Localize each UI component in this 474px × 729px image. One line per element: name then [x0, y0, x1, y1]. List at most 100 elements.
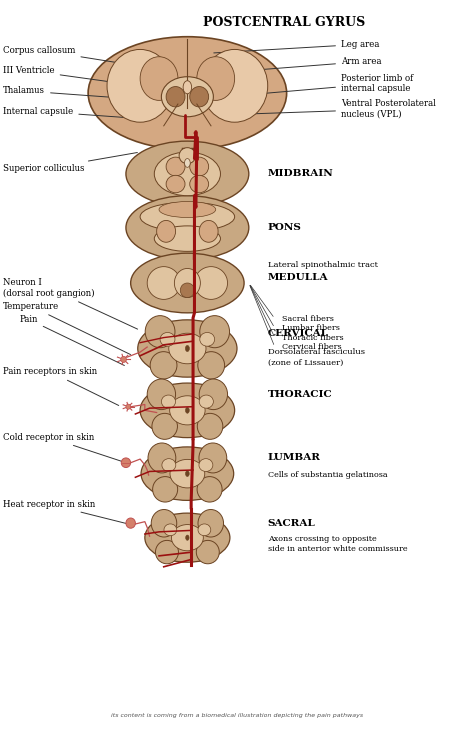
- Text: (zone of Lissauer): (zone of Lissauer): [268, 359, 343, 367]
- Ellipse shape: [140, 202, 235, 231]
- Text: Arm area: Arm area: [223, 58, 382, 72]
- Text: POSTCENTRAL GYRUS: POSTCENTRAL GYRUS: [203, 16, 365, 29]
- Ellipse shape: [140, 383, 235, 437]
- Text: Pain receptors in skin: Pain receptors in skin: [3, 367, 118, 405]
- Ellipse shape: [166, 87, 185, 107]
- Text: side in anterior white commissure: side in anterior white commissure: [268, 545, 407, 553]
- Ellipse shape: [147, 267, 180, 300]
- Text: Thoracic fibers: Thoracic fibers: [282, 334, 344, 342]
- Text: Neuron I
(dorsal root gangion): Neuron I (dorsal root gangion): [3, 278, 137, 329]
- Ellipse shape: [185, 408, 189, 413]
- Ellipse shape: [185, 346, 189, 351]
- Ellipse shape: [201, 50, 268, 122]
- Ellipse shape: [190, 157, 209, 176]
- Text: Dorsolateral fasciculus: Dorsolateral fasciculus: [268, 348, 365, 356]
- Text: LUMBAR: LUMBAR: [268, 453, 321, 462]
- Ellipse shape: [179, 148, 196, 164]
- Ellipse shape: [169, 333, 206, 364]
- Ellipse shape: [190, 87, 209, 107]
- Ellipse shape: [160, 332, 175, 346]
- Ellipse shape: [170, 396, 205, 425]
- Text: Posterior limb of
internal capsule: Posterior limb of internal capsule: [228, 74, 413, 96]
- Text: Pain: Pain: [19, 315, 124, 365]
- Text: Axons crossing to opposite: Axons crossing to opposite: [268, 535, 376, 543]
- Ellipse shape: [198, 351, 225, 379]
- Text: Temperature: Temperature: [3, 302, 130, 354]
- Ellipse shape: [200, 316, 229, 348]
- Text: SACRAL: SACRAL: [268, 518, 316, 528]
- Text: Internal capsule: Internal capsule: [3, 106, 137, 118]
- Ellipse shape: [196, 540, 219, 564]
- Ellipse shape: [156, 220, 175, 242]
- Ellipse shape: [198, 510, 224, 537]
- Text: Cells of substantia gelatinosa: Cells of substantia gelatinosa: [268, 471, 387, 479]
- Ellipse shape: [197, 57, 235, 101]
- Ellipse shape: [138, 320, 237, 377]
- Ellipse shape: [199, 395, 213, 408]
- Text: Thalamus: Thalamus: [3, 87, 152, 100]
- Text: Heat receptor in skin: Heat receptor in skin: [3, 499, 128, 524]
- Ellipse shape: [88, 36, 287, 149]
- Ellipse shape: [186, 535, 189, 540]
- Text: MIDBRAIN: MIDBRAIN: [268, 169, 334, 179]
- Ellipse shape: [148, 443, 176, 473]
- Ellipse shape: [131, 253, 244, 313]
- Ellipse shape: [190, 175, 209, 192]
- Ellipse shape: [197, 477, 222, 502]
- Text: Superior colliculus: Superior colliculus: [3, 152, 137, 174]
- Ellipse shape: [147, 379, 175, 410]
- Text: Cold receptor in skin: Cold receptor in skin: [3, 433, 123, 462]
- Ellipse shape: [155, 152, 220, 195]
- Text: Ventral Posterolateral
nucleus (VPL): Ventral Posterolateral nucleus (VPL): [223, 99, 436, 119]
- Ellipse shape: [184, 159, 190, 168]
- Ellipse shape: [151, 510, 177, 537]
- Ellipse shape: [140, 57, 178, 101]
- Ellipse shape: [180, 283, 194, 297]
- Text: Lateral spinothalmic tract: Lateral spinothalmic tract: [268, 261, 378, 269]
- Text: Sacral fibers: Sacral fibers: [282, 315, 334, 323]
- Text: Corpus callosum: Corpus callosum: [3, 46, 123, 63]
- Ellipse shape: [153, 477, 178, 502]
- Text: Lumbar fibers: Lumbar fibers: [282, 324, 340, 332]
- Ellipse shape: [164, 524, 177, 536]
- Ellipse shape: [170, 459, 205, 488]
- Ellipse shape: [107, 50, 173, 122]
- Text: MEDULLA: MEDULLA: [268, 273, 328, 281]
- Ellipse shape: [172, 525, 203, 551]
- Ellipse shape: [174, 268, 201, 297]
- Ellipse shape: [183, 81, 191, 94]
- Text: its content is coming from a biomedical illustration depicting the pain pathways: its content is coming from a biomedical …: [111, 713, 363, 718]
- Text: Cervical fibers: Cervical fibers: [282, 343, 342, 351]
- Ellipse shape: [121, 458, 131, 467]
- Text: THORACIC: THORACIC: [268, 390, 332, 399]
- Ellipse shape: [199, 459, 213, 472]
- Ellipse shape: [200, 332, 215, 346]
- Ellipse shape: [121, 356, 127, 362]
- Text: Leg area: Leg area: [214, 40, 379, 53]
- Ellipse shape: [126, 195, 249, 260]
- Ellipse shape: [152, 413, 177, 440]
- Ellipse shape: [155, 226, 220, 252]
- Ellipse shape: [141, 447, 234, 500]
- Text: PONS: PONS: [268, 223, 301, 233]
- Ellipse shape: [126, 518, 136, 529]
- Ellipse shape: [162, 459, 176, 472]
- Text: III Ventricle: III Ventricle: [3, 66, 147, 87]
- Ellipse shape: [199, 379, 228, 410]
- Ellipse shape: [199, 443, 227, 473]
- Text: CERVICAL: CERVICAL: [268, 330, 329, 338]
- Ellipse shape: [166, 175, 185, 192]
- Ellipse shape: [199, 220, 218, 242]
- Ellipse shape: [198, 524, 211, 536]
- Ellipse shape: [161, 77, 213, 117]
- Ellipse shape: [150, 351, 177, 379]
- Ellipse shape: [166, 157, 185, 176]
- Ellipse shape: [126, 404, 131, 409]
- Ellipse shape: [161, 395, 175, 408]
- Ellipse shape: [126, 141, 249, 206]
- Ellipse shape: [185, 471, 189, 477]
- Ellipse shape: [159, 201, 216, 217]
- Ellipse shape: [155, 540, 178, 564]
- Ellipse shape: [194, 267, 228, 300]
- Ellipse shape: [145, 513, 230, 562]
